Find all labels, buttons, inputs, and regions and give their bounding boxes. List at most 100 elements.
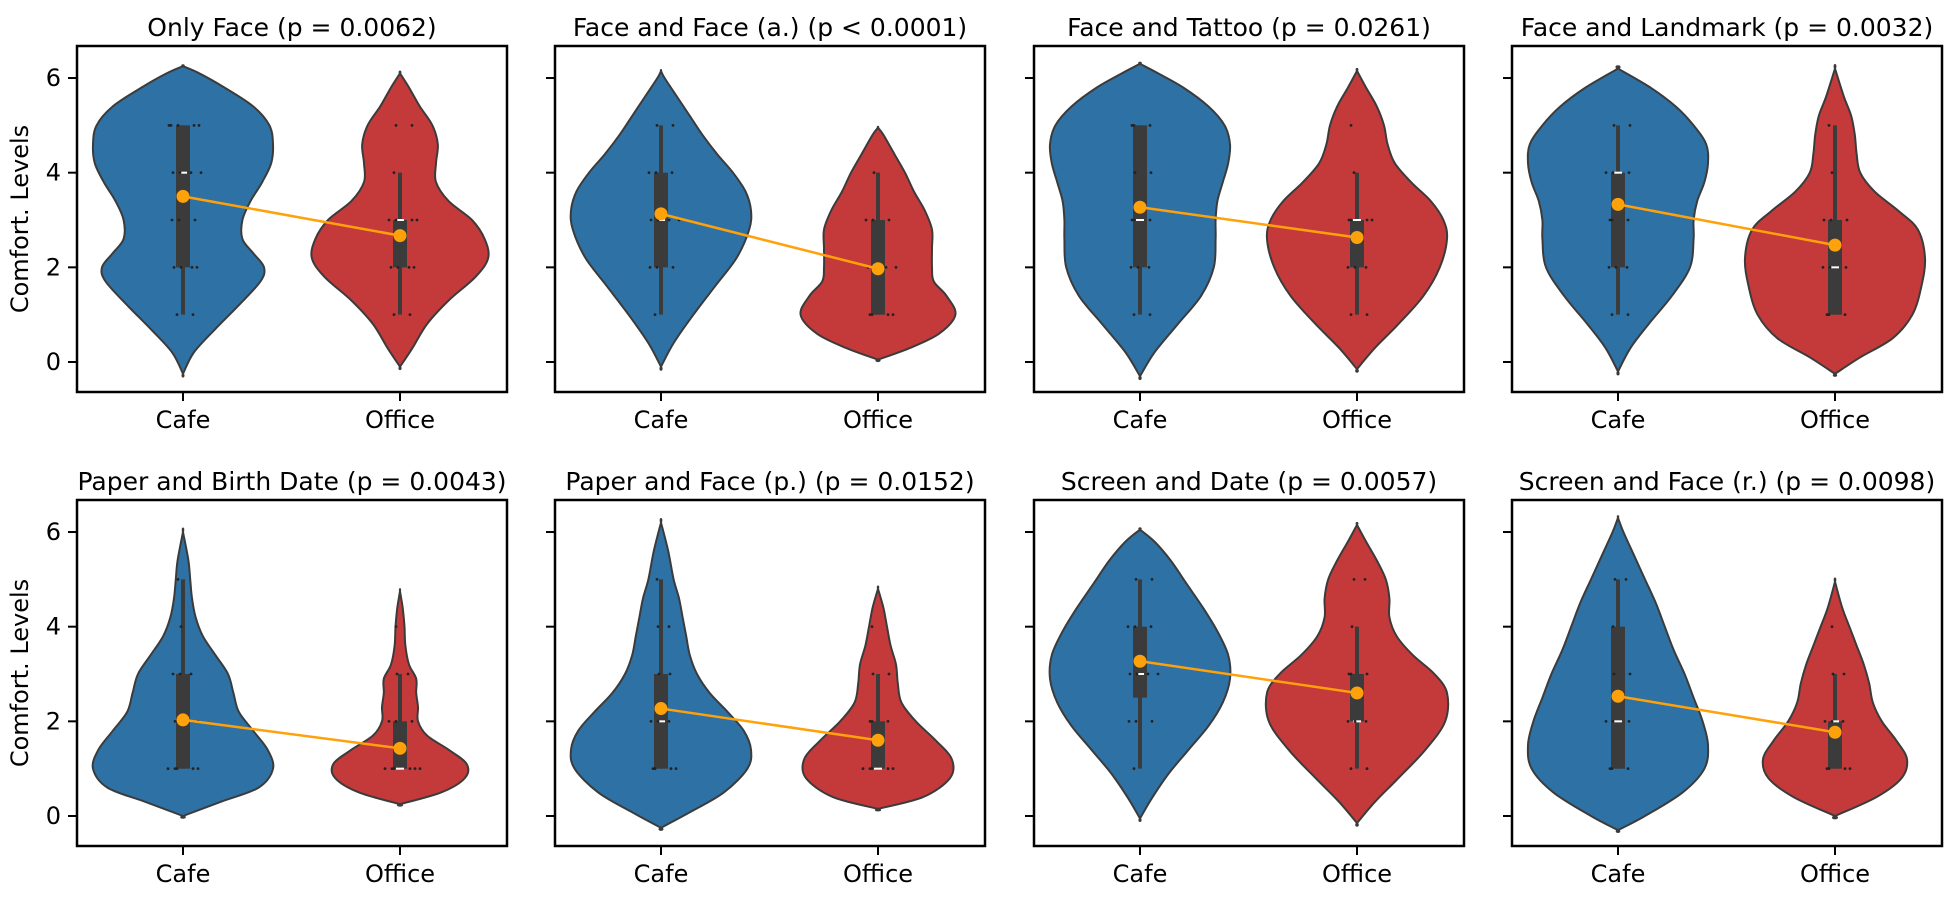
data-point-office [870,767,874,771]
data-point-office [1346,719,1350,723]
mean-line [1617,695,1836,734]
data-point-cafe [191,313,195,317]
data-point-office [1821,265,1825,269]
data-point-office [1843,767,1847,771]
data-point-cafe [173,719,177,723]
data-point-cafe [190,265,194,269]
data-point-office [894,265,898,269]
plot-frame [1510,498,1944,848]
panel-title: Face and Tattoo (p = 0.0261) [1067,13,1431,42]
x-tick-label-office: Office [1800,860,1870,888]
data-point-office [1823,719,1827,723]
mean-marker-cafe [1133,654,1147,668]
data-point-cafe [1133,625,1137,629]
data-point-office [394,123,398,127]
data-point-cafe [1128,672,1132,676]
data-point-office [870,313,874,317]
data-point-cafe [649,719,653,723]
data-point-cafe [166,767,170,771]
data-point-office [394,218,398,222]
data-point-cafe [1150,577,1154,581]
x-tick-label-office: Office [365,406,435,434]
panel-4: Face and Landmark (p = 0.0032) Cafe Office [1503,13,1944,434]
mean-marker-cafe [1611,197,1625,211]
panel-6: Paper and Face (p.) (p = 0.0152) Cafe Offi… [546,467,987,888]
data-point-cafe [196,767,200,771]
data-point-cafe [1611,171,1615,175]
data-point-office [1364,719,1368,723]
data-point-cafe [191,767,195,771]
plot-frame [1032,44,1466,394]
data-point-office [392,767,396,771]
data-point-cafe [1612,672,1616,676]
data-point-cafe [1130,218,1134,222]
data-point-office [1350,625,1354,629]
data-point-cafe [1147,265,1151,269]
data-point-cafe [1150,719,1154,723]
data-point-office [1364,265,1368,269]
data-point-cafe [172,265,176,269]
data-point-office [410,218,414,222]
x-tick-label-cafe: Cafe [156,860,211,888]
data-point-office [868,719,872,723]
data-point-office [1827,313,1831,317]
data-point-cafe [171,171,175,175]
x-tick-label-office: Office [365,860,435,888]
y-axis-label-row-1: Comfort. Levels [6,125,34,313]
plot-frame [553,498,987,848]
data-point-office [1828,265,1832,269]
data-point-cafe [653,313,657,317]
data-point-cafe [1611,625,1615,629]
data-point-office [407,265,411,269]
data-point-cafe [178,171,182,175]
plot-frame [553,44,987,394]
mean-marker-cafe [176,713,190,727]
data-point-cafe [1610,313,1614,317]
x-tick-label-office: Office [1800,406,1870,434]
data-point-office [1349,767,1353,771]
data-point-office [1843,313,1847,317]
data-point-cafe [1627,171,1631,175]
mean-line [660,212,879,270]
data-point-office [1825,767,1829,771]
data-point-cafe [189,171,193,175]
data-point-cafe [667,625,671,629]
data-point-cafe [1149,625,1153,629]
mean-marker-office [871,733,885,747]
panel-3: Face and Tattoo (p = 0.0261) Cafe Office [1025,13,1466,434]
data-point-cafe [1614,265,1618,269]
x-tick-label-cafe: Cafe [1113,406,1168,434]
data-point-office [1844,265,1848,269]
data-point-cafe [193,218,197,222]
data-point-office [1829,218,1833,222]
data-point-office [1353,265,1357,269]
data-point-office [868,313,872,317]
data-point-cafe [1148,313,1152,317]
data-point-office [1347,218,1351,222]
data-point-cafe [667,218,671,222]
data-point-cafe [1156,672,1160,676]
data-point-office [395,672,399,676]
data-point-cafe [178,672,182,676]
data-point-office [1349,123,1353,127]
data-point-office [1365,672,1369,676]
data-point-cafe [173,767,177,771]
data-point-cafe [179,625,183,629]
data-point-cafe [1132,123,1136,127]
data-point-cafe [1133,171,1137,175]
data-point-office [1363,577,1367,581]
data-point-office [408,313,412,317]
data-point-cafe [1132,218,1136,222]
x-tick-label-cafe: Cafe [1591,860,1646,888]
y-axis-label-row-2: Comfort. Levels [6,579,34,767]
mean-marker-office [1350,231,1364,245]
data-point-office [1349,218,1353,222]
data-point-office [387,218,391,222]
x-tick-label-cafe: Cafe [1113,860,1168,888]
data-point-cafe [655,265,659,269]
data-point-office [1370,218,1374,222]
mean-line [1617,203,1836,247]
panel-title: Paper and Face (p.) (p = 0.0152) [565,467,974,496]
data-point-office [891,767,895,771]
x-tick-label-office: Office [1322,860,1392,888]
